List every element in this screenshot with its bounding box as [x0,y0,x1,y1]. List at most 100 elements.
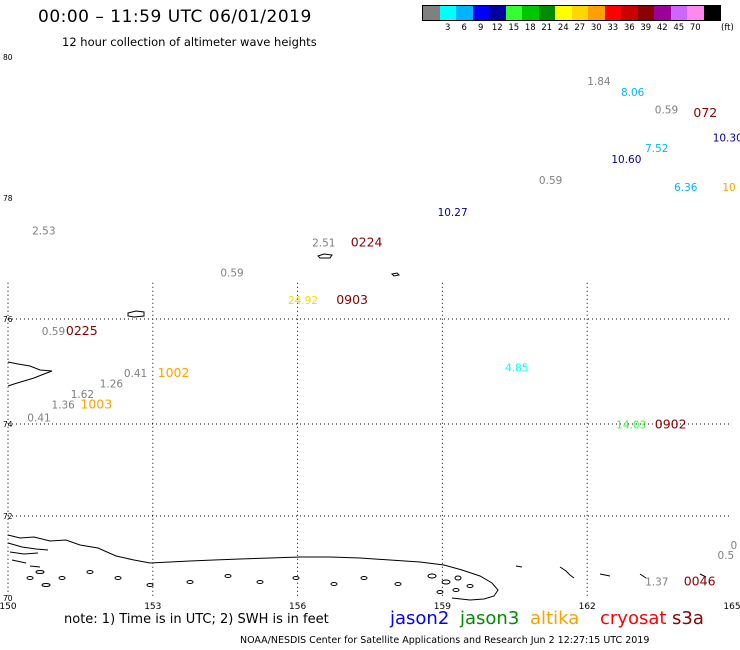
coastline [7,253,707,601]
legend-label: 45 [673,23,685,33]
observation-time-label: 072 [693,105,717,120]
observation-time-label: 0225 [66,323,98,338]
legend-swatch [505,6,522,20]
observation-wave-height: 0.5 [718,550,735,562]
islet [452,588,460,592]
legend-label: 18 [524,23,536,33]
observation-wave-height: 10.60 [611,154,641,166]
islet [427,573,437,579]
legend-swatch [703,6,720,20]
observation-wave-height: 1.36 [51,399,75,411]
latitude-label: 74 [3,420,13,429]
observation-time-label: 0902 [655,417,687,432]
legend-unit-label: (ft) [721,23,734,33]
islet [394,582,402,586]
legend-swatch [588,6,605,20]
longitude-label: 162 [579,602,596,612]
latitude-label: 76 [3,315,13,324]
islet [466,584,474,588]
observation-wave-height: 4.85 [505,363,528,375]
wave-height-color-legend: 3 6 9 12 15 18 21 24 27 30 33 36 39 42 45 70 (ft) [422,5,740,35]
legend-swatch [439,6,456,20]
islet [35,570,45,574]
legend-swatch [538,6,555,20]
islet [224,574,232,578]
footer-credit: NOAA/NESDIS Center for Satellite Applica… [240,635,650,646]
legend-label: 6 [461,23,467,33]
observation-time-label: 1003 [80,396,112,411]
page-title: 00:00 – 11:59 UTC 06/01/2019 [38,7,312,27]
observation-wave-height: 6.36 [674,182,698,194]
coast-east-bits [515,565,707,579]
islet [360,576,368,580]
observation-wave-height: 10.27 [438,207,468,219]
islet [186,580,194,584]
legend-label: 3 [445,23,451,33]
legend-swatch [522,6,539,20]
satellite-cryosat: cryosat [600,608,667,629]
observation-wave-height: 0.59 [539,175,562,187]
observation-time-label: 1002 [158,365,190,380]
legend-label: 21 [541,23,553,33]
island-new-siberian-2 [390,272,401,277]
legend-swatch [472,6,489,20]
longitude-label: 153 [144,602,161,612]
islet [292,576,300,580]
observation-wave-height: 14.03 [616,420,646,432]
legend-label: 24 [557,23,569,33]
observation-wave-height: 1.26 [100,378,124,390]
longitude-label: 156 [289,602,306,612]
legend-swatch [604,6,621,20]
footer-note: note: 1) Time is in UTC; 2) SWH is in fe… [64,612,329,627]
legend-swatch [423,6,440,20]
legend-label: 33 [607,23,619,33]
longitude-label: 159 [434,602,451,612]
observation-wave-height: 0.41 [27,412,50,424]
islet [436,590,444,594]
color-scale-labels: 3 6 9 12 15 18 21 24 27 30 33 36 39 42 45 70 (ft) [422,23,740,35]
legend-label: 39 [640,23,652,33]
observation-wave-height: 10.30 [713,133,740,145]
longitude-labels: 150 153 156 159 162 165 [0,602,740,612]
observation-time-label: 0046 [684,574,716,589]
legend-swatch [637,6,654,20]
islet [114,576,122,580]
page-subtitle: 12 hour collection of altimeter wave hei… [62,35,317,49]
observation-wave-height: 2.53 [32,225,55,237]
legend-label: 42 [656,23,668,33]
observation-wave-height: 2.51 [312,237,335,249]
observation-wave-height: 1.84 [587,76,611,88]
islet [454,575,462,581]
islet [146,583,154,587]
coastline-west-islands [7,542,49,568]
islet [441,579,451,585]
latitude-labels: 80 78 76 74 72 70 [3,53,13,603]
legend-swatch [621,6,638,20]
island-west-landmass [7,361,53,387]
longitude-label: 165 [723,602,740,612]
legend-swatch [654,6,671,20]
lat-lon-grid [7,282,732,598]
legend-label: 12 [491,23,503,33]
legend-swatch [456,6,473,20]
latitude-label: 70 [3,594,13,603]
observation-wave-height: 1.37 [645,577,668,589]
coastline-mainland [7,534,499,601]
island-new-siberian-1 [317,253,333,259]
satellite-altika: altika [530,608,580,629]
legend-swatch [571,6,588,20]
observation-wave-height: 0.59 [220,268,243,280]
legend-label: 15 [508,23,520,33]
islet [41,583,51,587]
legend-swatch [670,6,687,20]
observation-wave-height: 0.41 [124,368,147,380]
latitude-label: 72 [3,512,13,521]
islet [86,570,94,574]
island-bennett [127,310,145,318]
islet [330,582,338,586]
observation-time-label: 0224 [351,234,383,249]
legend-swatch [555,6,572,20]
legend-swatch [489,6,506,20]
